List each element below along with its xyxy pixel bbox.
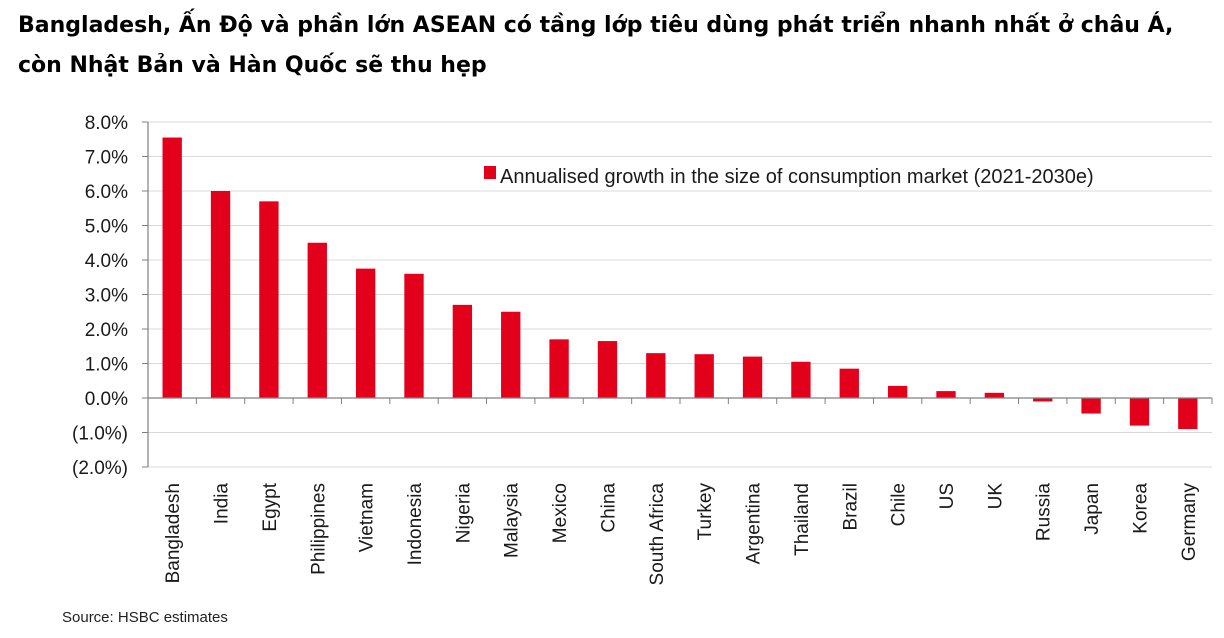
bar-chile — [887, 385, 908, 398]
x-tick-label: Egypt — [260, 482, 281, 531]
x-axis-category-labels: Bangladesh India Egypt Philippines Vietnam In… — [163, 482, 1200, 585]
bar-south-africa — [646, 353, 666, 398]
bar-vietnam — [355, 268, 376, 398]
x-tick-label: Thailand — [792, 483, 813, 556]
x-tick-label: Germany — [1179, 483, 1200, 562]
y-tick-label: 6.0% — [85, 182, 128, 203]
bar-thailand — [791, 361, 811, 398]
x-tick-label: Vietnam — [357, 483, 378, 552]
bar-russia — [1033, 398, 1053, 402]
bar-bangladesh — [162, 137, 182, 398]
x-tick-label: Korea — [1130, 483, 1151, 534]
y-tick-label: 5.0% — [85, 217, 128, 238]
x-tick-label: Bangladesh — [163, 483, 184, 583]
bar-egypt — [259, 201, 279, 398]
x-tick-label: Malaysia — [502, 483, 523, 558]
bar-india — [210, 191, 231, 398]
page-title: Bangladesh, Ấn Độ và phần lớn ASEAN có t… — [18, 13, 1174, 78]
y-tick-label: 0.0% — [85, 389, 128, 410]
bar-indonesia — [404, 273, 424, 398]
y-tick-label: 8.0% — [85, 113, 128, 134]
x-tick-label: China — [598, 483, 619, 533]
bar-uk — [984, 392, 1005, 398]
x-tick-label: Argentina — [744, 483, 765, 565]
y-axis-tick-labels: 8.0% 7.0% 6.0% 5.0% 4.0% 3.0% 2.0% 1.0% 0.0% (1.0… — [72, 113, 148, 479]
x-tick-label: Turkey — [695, 483, 716, 541]
x-tick-label: India — [212, 483, 233, 525]
bar-japan — [1081, 398, 1101, 414]
bar-china — [597, 341, 618, 398]
x-tick-label: Brazil — [840, 483, 861, 531]
source-note: Source: HSBC estimates — [62, 609, 228, 626]
bar-us — [936, 391, 956, 398]
bar-turkey — [694, 354, 714, 398]
bar-malaysia — [501, 311, 521, 398]
x-tick-label: South Africa — [647, 483, 668, 586]
bar-brazil — [839, 368, 859, 398]
legend-label: Annualised growth in the size of consump… — [500, 166, 1094, 188]
x-tick-label: Russia — [1034, 483, 1055, 542]
x-tick-label: Japan — [1082, 483, 1103, 535]
x-tick-label: Nigeria — [453, 483, 474, 544]
y-tick-label: 3.0% — [85, 286, 128, 307]
bars — [162, 137, 1198, 430]
x-tick-label: Mexico — [550, 483, 571, 543]
legend-swatch — [484, 166, 496, 179]
y-tick-label: (1.0%) — [72, 424, 128, 445]
x-tick-label: Philippines — [308, 483, 329, 575]
bar-argentina — [742, 356, 763, 398]
y-tick-label: 1.0% — [85, 355, 128, 376]
x-tick-label: UK — [985, 483, 1006, 510]
bar-mexico — [549, 339, 569, 398]
y-tick-label: (2.0%) — [72, 458, 128, 479]
x-tick-label: Indonesia — [405, 483, 426, 566]
bar-korea — [1129, 398, 1150, 426]
axes — [147, 122, 1213, 467]
y-tick-label: 2.0% — [85, 320, 128, 341]
bar-germany — [1178, 398, 1198, 430]
x-tick-label: Chile — [889, 483, 910, 526]
legend: Annualised growth in the size of consump… — [484, 166, 1094, 188]
bar-philippines — [307, 242, 327, 398]
y-tick-label: 4.0% — [85, 251, 128, 272]
x-tick-label: US — [937, 483, 958, 509]
bar-nigeria — [452, 304, 473, 398]
y-tick-label: 7.0% — [85, 148, 128, 169]
